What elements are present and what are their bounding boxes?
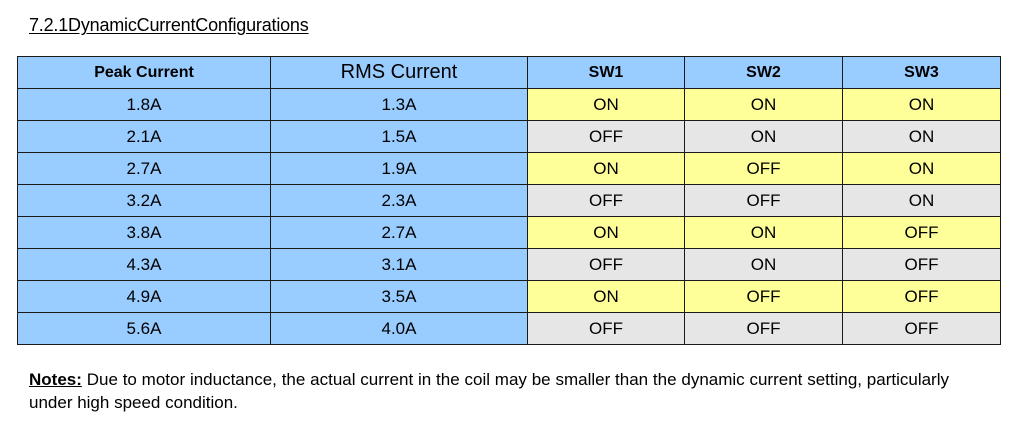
sw1-header: SW1 <box>527 56 685 89</box>
dynamic-current-table: Peak Current RMS Current SW1 SW2 SW3 1.8… <box>17 56 1001 345</box>
peak-current-cell: 4.3A <box>17 248 271 281</box>
table-row: 2.7A 1.9A ON OFF ON <box>17 152 1001 185</box>
sw2-cell: ON <box>684 216 843 249</box>
peak-current-cell: 2.1A <box>17 120 271 153</box>
sw3-cell: ON <box>842 184 1001 217</box>
table-row: 3.8A 2.7A ON ON OFF <box>17 216 1001 249</box>
peak-current-cell: 4.9A <box>17 280 271 313</box>
notes-text: Due to motor inductance, the actual curr… <box>29 370 949 412</box>
sw2-header: SW2 <box>684 56 843 89</box>
sw2-cell: ON <box>684 248 843 281</box>
peak-current-cell: 3.8A <box>17 216 271 249</box>
rms-current-cell: 1.5A <box>270 120 528 153</box>
table-header-row: Peak Current RMS Current SW1 SW2 SW3 <box>17 56 1001 89</box>
notes-label: Notes: <box>29 370 82 389</box>
sw1-cell: ON <box>527 152 685 185</box>
sw2-cell: ON <box>684 88 843 121</box>
rms-current-cell: 4.0A <box>270 312 528 345</box>
peak-current-cell: 2.7A <box>17 152 271 185</box>
sw2-cell: ON <box>684 120 843 153</box>
peak-current-cell: 5.6A <box>17 312 271 345</box>
sw2-cell: OFF <box>684 152 843 185</box>
section-heading: 7.2.1DynamicCurrentConfigurations <box>29 15 309 35</box>
sw3-cell: ON <box>842 152 1001 185</box>
table-row: 5.6A 4.0A OFF OFF OFF <box>17 312 1001 345</box>
rms-current-cell: 2.7A <box>270 216 528 249</box>
sw1-cell: ON <box>527 216 685 249</box>
sw2-cell: OFF <box>684 280 843 313</box>
sw1-cell: OFF <box>527 312 685 345</box>
sw3-cell: ON <box>842 88 1001 121</box>
sw1-cell: ON <box>527 88 685 121</box>
table-row: 4.9A 3.5A ON OFF OFF <box>17 280 1001 313</box>
sw3-cell: OFF <box>842 280 1001 313</box>
rms-current-header: RMS Current <box>270 56 528 89</box>
sw2-cell: OFF <box>684 184 843 217</box>
peak-current-cell: 1.8A <box>17 88 271 121</box>
notes-paragraph: Notes: Due to motor inductance, the actu… <box>29 368 949 414</box>
sw3-cell: OFF <box>842 216 1001 249</box>
table-row: 1.8A 1.3A ON ON ON <box>17 88 1001 121</box>
sw1-cell: OFF <box>527 120 685 153</box>
sw3-cell: OFF <box>842 248 1001 281</box>
rms-current-cell: 1.9A <box>270 152 528 185</box>
sw1-cell: OFF <box>527 184 685 217</box>
rms-current-cell: 1.3A <box>270 88 528 121</box>
rms-current-cell: 3.1A <box>270 248 528 281</box>
rms-current-cell: 2.3A <box>270 184 528 217</box>
sw3-cell: OFF <box>842 312 1001 345</box>
peak-current-header: Peak Current <box>17 56 271 89</box>
table-row: 2.1A 1.5A OFF ON ON <box>17 120 1001 153</box>
sw2-cell: OFF <box>684 312 843 345</box>
rms-current-cell: 3.5A <box>270 280 528 313</box>
sw1-cell: ON <box>527 280 685 313</box>
peak-current-cell: 3.2A <box>17 184 271 217</box>
sw3-header: SW3 <box>842 56 1001 89</box>
table-row: 4.3A 3.1A OFF ON OFF <box>17 248 1001 281</box>
table-row: 3.2A 2.3A OFF OFF ON <box>17 184 1001 217</box>
sw1-cell: OFF <box>527 248 685 281</box>
sw3-cell: ON <box>842 120 1001 153</box>
